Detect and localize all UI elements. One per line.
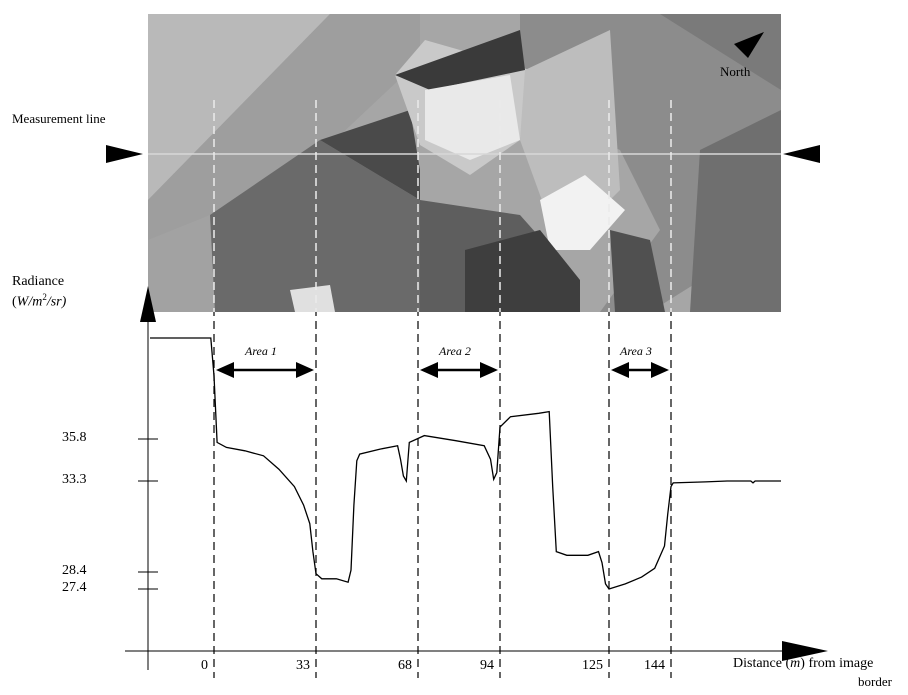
area-dashed-lines [213, 100, 672, 678]
y-ticks [138, 438, 158, 590]
x-title-b: ) from image [800, 656, 874, 671]
y-tick-label: 27.4 [62, 580, 87, 595]
measurement-left-marker [106, 145, 143, 163]
area-arrow-left-head [216, 362, 234, 378]
x-axis-title-line2: border [858, 674, 892, 689]
area-arrow-right-head [480, 362, 498, 378]
area-arrows [216, 362, 669, 378]
x-tick-label: 94 [480, 658, 494, 673]
y-axis-title: Radiance [12, 274, 65, 289]
area-label: Area 1 [245, 344, 277, 358]
y-unit-sup: 2 [42, 292, 47, 302]
x-title-a: Distance ( [733, 656, 791, 671]
measurement-line-label: Measurement line [12, 111, 106, 126]
radiance-curve [150, 337, 781, 590]
x-tick-label: 68 [398, 658, 412, 673]
area-arrow-left-head [420, 362, 438, 378]
aerial-image [148, 14, 781, 312]
y-axis-unit: (W/m2/sr) [12, 292, 66, 311]
area-arrow-right-head [296, 362, 314, 378]
area-arrow-left-head [611, 362, 629, 378]
y-tick-label: 28.4 [62, 563, 87, 578]
x-tick-label: 0 [201, 658, 208, 673]
area-label: Area 3 [620, 344, 652, 358]
y-unit-rest: /sr) [46, 294, 67, 310]
x-axis-arrow [782, 641, 828, 661]
y-unit-w: W/m [16, 294, 43, 310]
north-label: North [720, 64, 751, 79]
area-arrow-right-head [651, 362, 669, 378]
y-unit-open: ( [12, 294, 17, 310]
x-tick-label: 33 [296, 658, 310, 673]
area-label: Area 2 [439, 344, 471, 358]
x-tick-label: 125 [582, 658, 603, 673]
y-tick-label: 33.3 [62, 472, 87, 487]
north-arrow-icon [734, 32, 764, 58]
x-axis-title: Distance (m) from image [733, 656, 873, 671]
x-title-m: m [790, 656, 801, 671]
measurement-right-marker [783, 145, 820, 163]
x-tick-label: 144 [644, 658, 665, 673]
y-axis-arrow [140, 286, 156, 322]
y-tick-label: 35.8 [62, 430, 87, 445]
